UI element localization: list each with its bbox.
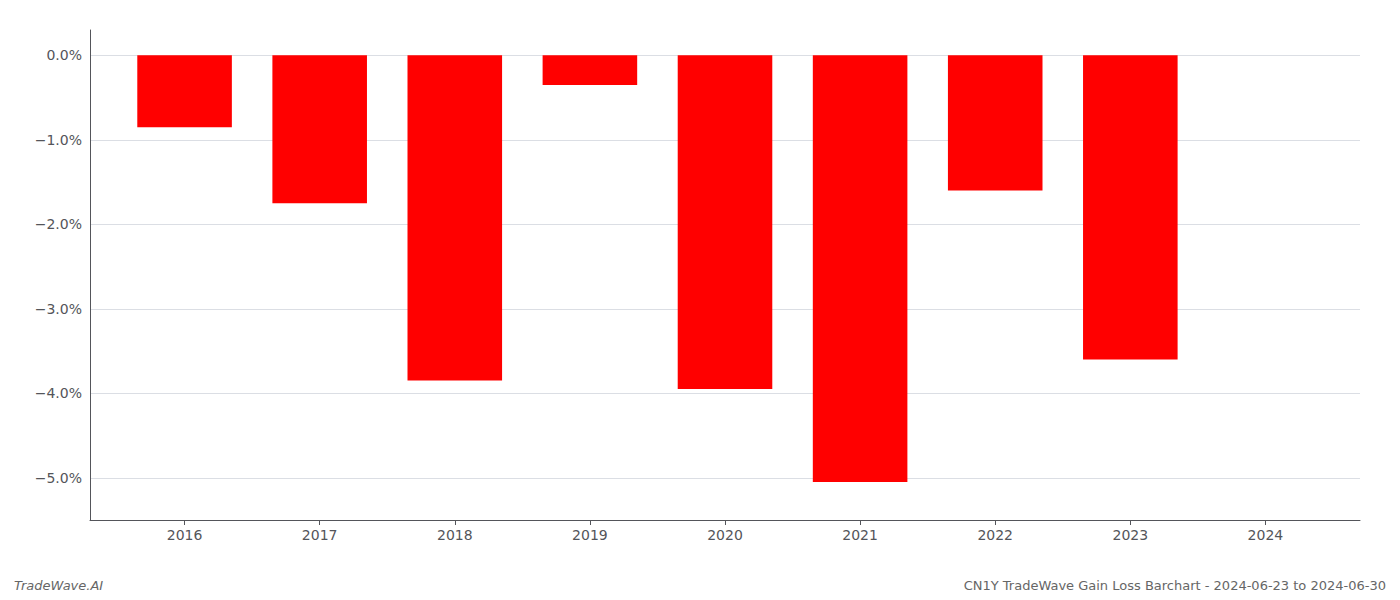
svg-text:2019: 2019 [572,527,608,543]
svg-text:2024: 2024 [1248,527,1284,543]
svg-text:2020: 2020 [707,527,743,543]
svg-text:−2.0%: −2.0% [35,216,82,232]
svg-text:2021: 2021 [842,527,878,543]
svg-text:2018: 2018 [437,527,473,543]
svg-text:TradeWave.AI: TradeWave.AI [14,578,103,593]
svg-text:2017: 2017 [302,527,338,543]
svg-text:−3.0%: −3.0% [35,301,82,317]
svg-text:−1.0%: −1.0% [35,132,82,148]
svg-text:−5.0%: −5.0% [35,470,82,486]
svg-text:0.0%: 0.0% [46,47,82,63]
svg-text:2016: 2016 [167,527,203,543]
svg-text:2023: 2023 [1112,527,1148,543]
svg-text:CN1Y TradeWave Gain Loss Barch: CN1Y TradeWave Gain Loss Barchart - 2024… [964,578,1386,593]
svg-text:−4.0%: −4.0% [35,385,82,401]
svg-text:2022: 2022 [977,527,1013,543]
